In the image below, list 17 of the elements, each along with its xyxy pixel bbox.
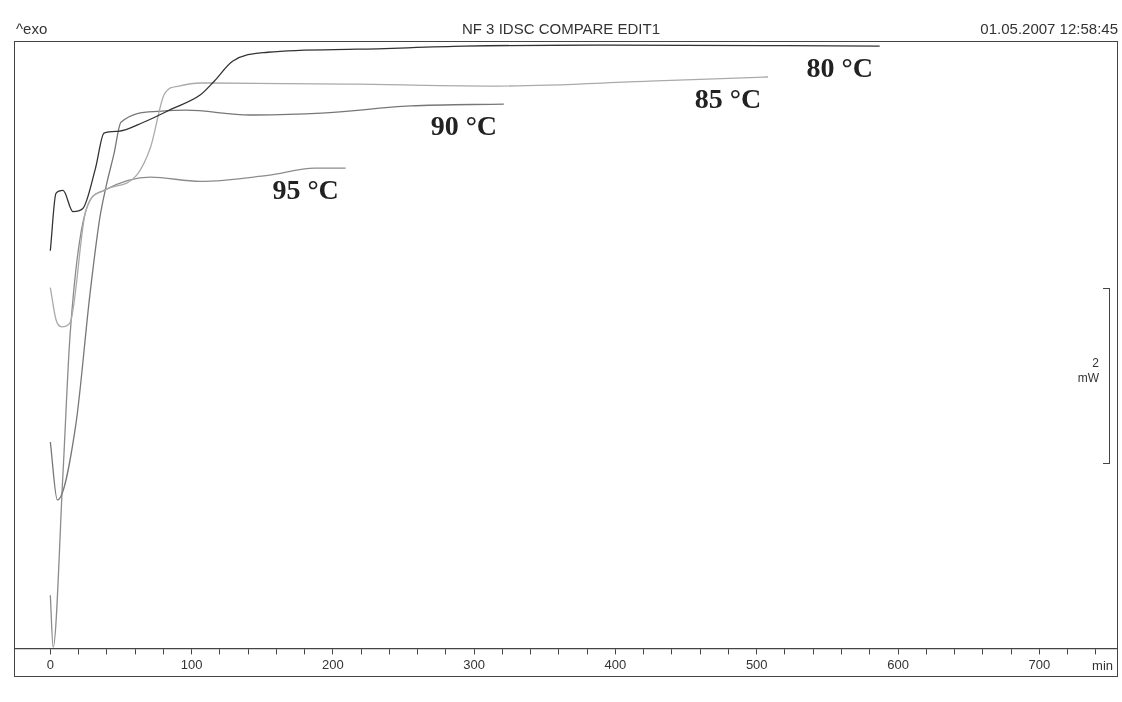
series-label: 90 °C — [430, 110, 498, 142]
x-tick-label: 200 — [322, 656, 344, 672]
x-tick-label: 300 — [463, 656, 486, 672]
x-axis-title: min — [1092, 658, 1113, 674]
x-tick-label: 0 — [46, 656, 54, 672]
series-label: 80 °C — [806, 52, 873, 84]
series-label: 85 °C — [694, 83, 762, 115]
text: 01.05.2007 12:58:45 — [980, 20, 1118, 37]
x-tick-label: 700 — [1028, 656, 1051, 672]
x-tick-label: 100 — [180, 656, 203, 672]
annotation: 2 mW — [1076, 356, 1099, 386]
text: ^exo — [16, 20, 48, 37]
x-tick-label: 600 — [887, 656, 909, 672]
x-tick-label: 500 — [745, 656, 768, 672]
series-label: 95 °C — [272, 174, 339, 206]
chart-title: NF 3 IDSC COMPARE EDIT1 — [461, 20, 661, 37]
x-tick-label: 400 — [604, 656, 627, 672]
